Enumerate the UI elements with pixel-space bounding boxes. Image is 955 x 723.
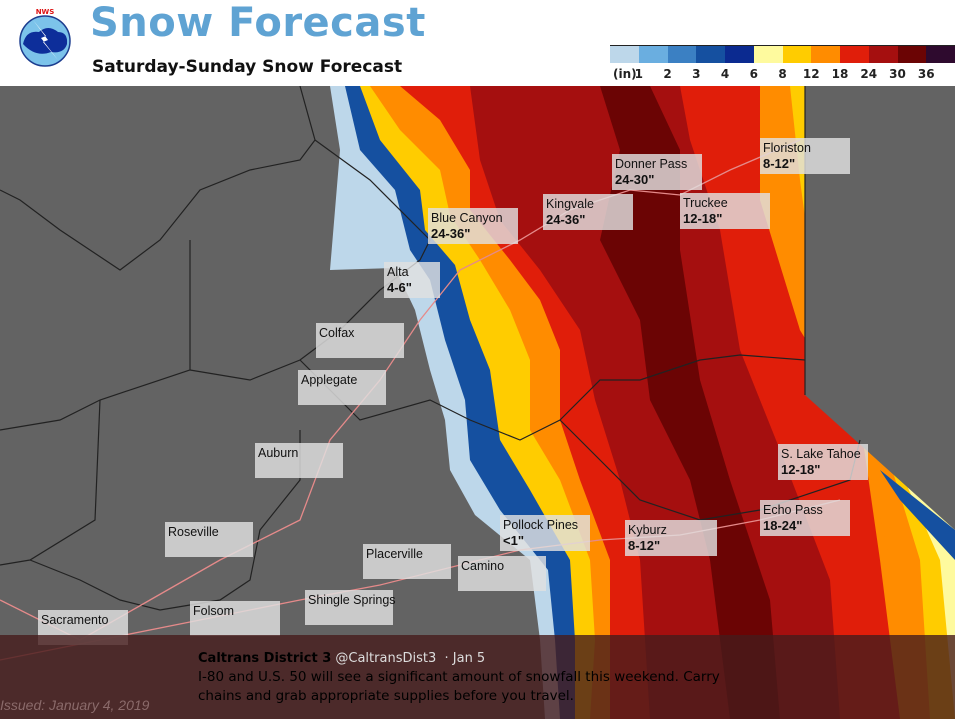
tweet-date[interactable]: · Jan 5 xyxy=(444,651,486,666)
legend-unit: (in) xyxy=(613,67,637,81)
place-name: Shingle Springs xyxy=(308,593,396,607)
snow-map: Floriston 8-12" Donner Pass 24-30" Truckee 12… xyxy=(0,85,955,719)
legend-tick: 6 xyxy=(749,67,758,81)
color-legend: (in) 1 2 3 4 6 8 12 18 24 30 36 xyxy=(610,45,955,83)
legend-swatch xyxy=(753,46,783,63)
tweet-handle[interactable]: @CaltransDist3 xyxy=(335,651,437,666)
legend-swatch xyxy=(840,46,869,63)
legend-swatch xyxy=(782,46,812,63)
place-name: Roseville xyxy=(168,525,219,539)
place-label: Floriston 8-12" xyxy=(760,138,850,174)
nws-logo: NWS xyxy=(8,4,82,78)
tweet-header: Caltrans District 3 @CaltransDist3 · Jan… xyxy=(198,651,485,666)
place-label: Truckee 12-18" xyxy=(680,193,770,229)
legend-swatch xyxy=(667,46,697,63)
place-name: Applegate xyxy=(301,373,358,387)
legend-swatch xyxy=(897,46,927,63)
place-label: Kyburz 8-12" xyxy=(625,520,717,556)
place-name: Blue Canyon xyxy=(431,211,503,225)
place-label: Auburn xyxy=(255,443,343,478)
place-name: S. Lake Tahoe xyxy=(781,447,861,461)
snow-amount: 8-12" xyxy=(763,156,796,171)
legend-tick: 36 xyxy=(917,67,935,81)
legend-tick: 4 xyxy=(720,67,730,81)
legend-swatch xyxy=(638,46,668,63)
legend-swatch xyxy=(926,46,955,63)
place-name: Donner Pass xyxy=(615,157,688,171)
legend-swatch xyxy=(696,46,725,63)
tweet-overlay xyxy=(0,635,955,719)
place-label: Colfax xyxy=(316,323,404,358)
snow-amount: 24-30" xyxy=(615,172,655,187)
place-name: Pollock Pines xyxy=(503,518,579,532)
page-title: Snow Forecast xyxy=(90,0,426,46)
legend-color-bar xyxy=(610,45,955,63)
legend-tick: 24 xyxy=(860,67,878,81)
legend-tick: 18 xyxy=(831,67,849,81)
place-label: S. Lake Tahoe 12-18" xyxy=(778,444,868,480)
place-name: Kingvale xyxy=(546,197,594,211)
place-name: Colfax xyxy=(319,326,355,340)
place-label: Pollock Pines <1" xyxy=(500,515,590,551)
legend-swatch xyxy=(811,46,840,63)
svg-text:NWS: NWS xyxy=(36,8,55,16)
snow-amount: 24-36" xyxy=(431,226,471,241)
snow-zone-dark-east xyxy=(880,470,955,560)
place-label: Kingvale 24-36" xyxy=(543,194,633,230)
legend-tick: 2 xyxy=(663,67,672,81)
snow-amount: 12-18" xyxy=(781,462,821,477)
snowfall-shading xyxy=(0,85,955,719)
place-label: Applegate xyxy=(298,370,386,405)
snow-amount: 12-18" xyxy=(683,211,723,226)
place-label: Shingle Springs xyxy=(305,590,396,625)
place-label: Alta 4-6" xyxy=(384,262,440,298)
tweet-author[interactable]: Caltrans District 3 xyxy=(198,651,332,666)
snow-amount: 4-6" xyxy=(387,280,412,295)
place-name: Echo Pass xyxy=(763,503,823,517)
legend-tick: 12 xyxy=(802,67,820,81)
place-label: Roseville xyxy=(165,522,253,557)
snow-amount: 18-24" xyxy=(763,518,803,533)
place-name: Auburn xyxy=(258,446,299,460)
snow-amount: 8-12" xyxy=(628,538,661,553)
place-name: Kyburz xyxy=(628,523,667,537)
nevada-area xyxy=(805,86,955,530)
place-label: Donner Pass 24-30" xyxy=(612,154,702,190)
page-subtitle: Saturday-Sunday Snow Forecast xyxy=(92,57,403,77)
legend-ticks: (in) 1 2 3 4 6 8 12 18 24 30 36 xyxy=(610,63,955,83)
place-name: Placerville xyxy=(366,547,423,561)
legend-swatch xyxy=(868,46,898,63)
place-name: Alta xyxy=(387,265,409,279)
legend-tick: 3 xyxy=(692,67,701,81)
place-name: Sacramento xyxy=(41,613,109,627)
place-name: Camino xyxy=(461,559,505,573)
legend-tick: 1 xyxy=(634,67,643,81)
header: NWS Snow Forecast Saturday-Sunday Snow F… xyxy=(0,0,955,86)
place-label: Echo Pass 18-24" xyxy=(760,500,850,536)
place-label: Folsom xyxy=(190,601,280,636)
county-lines xyxy=(0,85,861,611)
snow-amount: <1" xyxy=(503,533,524,548)
place-label: Blue Canyon 24-36" xyxy=(428,208,518,244)
legend-swatch xyxy=(610,46,639,63)
snow-amount: 24-36" xyxy=(546,212,586,227)
issued-date: Issued: January 4, 2019 xyxy=(0,697,150,713)
legend-tick: 30 xyxy=(889,67,906,81)
place-label: Camino xyxy=(458,556,546,591)
legend-swatch xyxy=(725,46,754,63)
place-name: Folsom xyxy=(193,604,234,618)
place-name: Floriston xyxy=(763,141,811,155)
place-label: Placerville xyxy=(363,544,451,579)
tweet-text: I-80 and U.S. 50 will see a significant … xyxy=(198,669,720,704)
legend-tick: 8 xyxy=(778,67,787,81)
place-name: Truckee xyxy=(683,196,728,210)
